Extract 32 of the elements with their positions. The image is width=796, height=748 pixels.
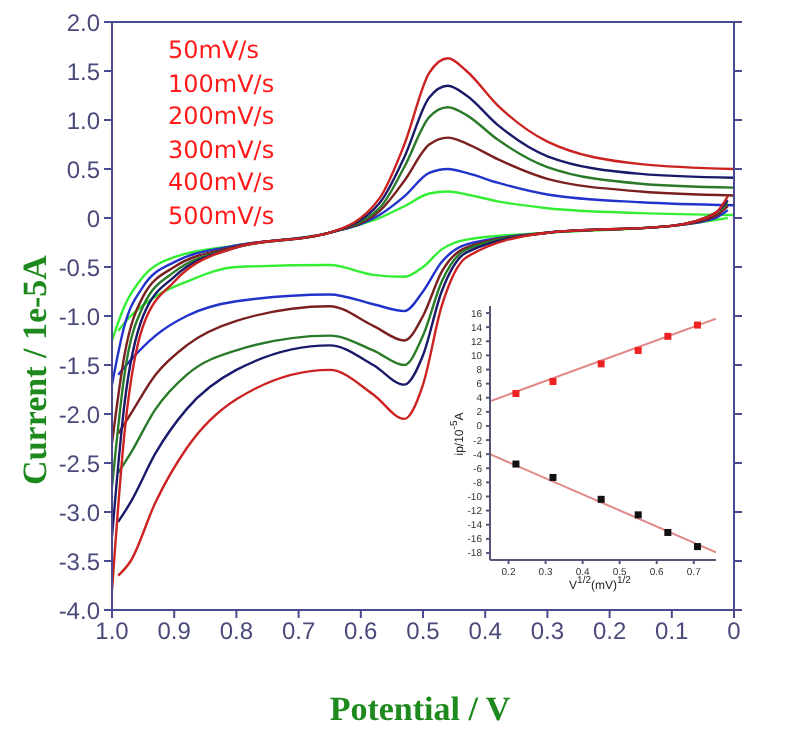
annotation: 200mV/s [168,100,275,133]
y-tick-label: -1.5 [58,351,101,380]
y-tick-label: -3.5 [58,547,101,576]
annotation: 50mV/s [168,34,261,67]
y-tick-label: -1.0 [58,302,101,331]
x-tick-label: 0.3 [530,617,565,646]
y-tick-label: -2.0 [58,400,101,429]
annotation: 400mV/s [168,166,275,199]
x-tick-label: 0.2 [592,617,627,646]
x-tick-label: 0.4 [468,617,503,646]
x-tick-label: 0.7 [281,617,316,646]
y-tick-label: 2.0 [66,8,101,37]
annotation: 300mV/s [168,133,275,166]
y-tick-label: 1.0 [66,106,101,135]
x-tick-label: 0.5 [406,617,441,646]
y-tick-label: -3.0 [58,498,101,527]
x-tick-label: 0.9 [157,617,192,646]
y-tick-label: -2.5 [58,449,101,478]
y-tick-label: 1.5 [66,57,101,86]
x-axis-title: Potential / V [329,690,511,730]
y-axis-title: Current / 1e-5A [16,255,56,485]
x-tick-label: 1.0 [95,617,130,646]
x-tick-label: 0.6 [344,617,379,646]
annotation: 100mV/s [168,67,275,100]
x-tick-label: 0 [727,617,742,646]
annotation: 500mV/s [168,199,275,232]
y-tick-label: -0.5 [58,253,101,282]
y-tick-label: -4.0 [58,596,101,625]
y-tick-label: 0.5 [66,155,101,184]
x-tick-label: 0.1 [655,617,690,646]
y-tick-label: 0 [86,204,101,233]
x-tick-label: 0.8 [219,617,254,646]
